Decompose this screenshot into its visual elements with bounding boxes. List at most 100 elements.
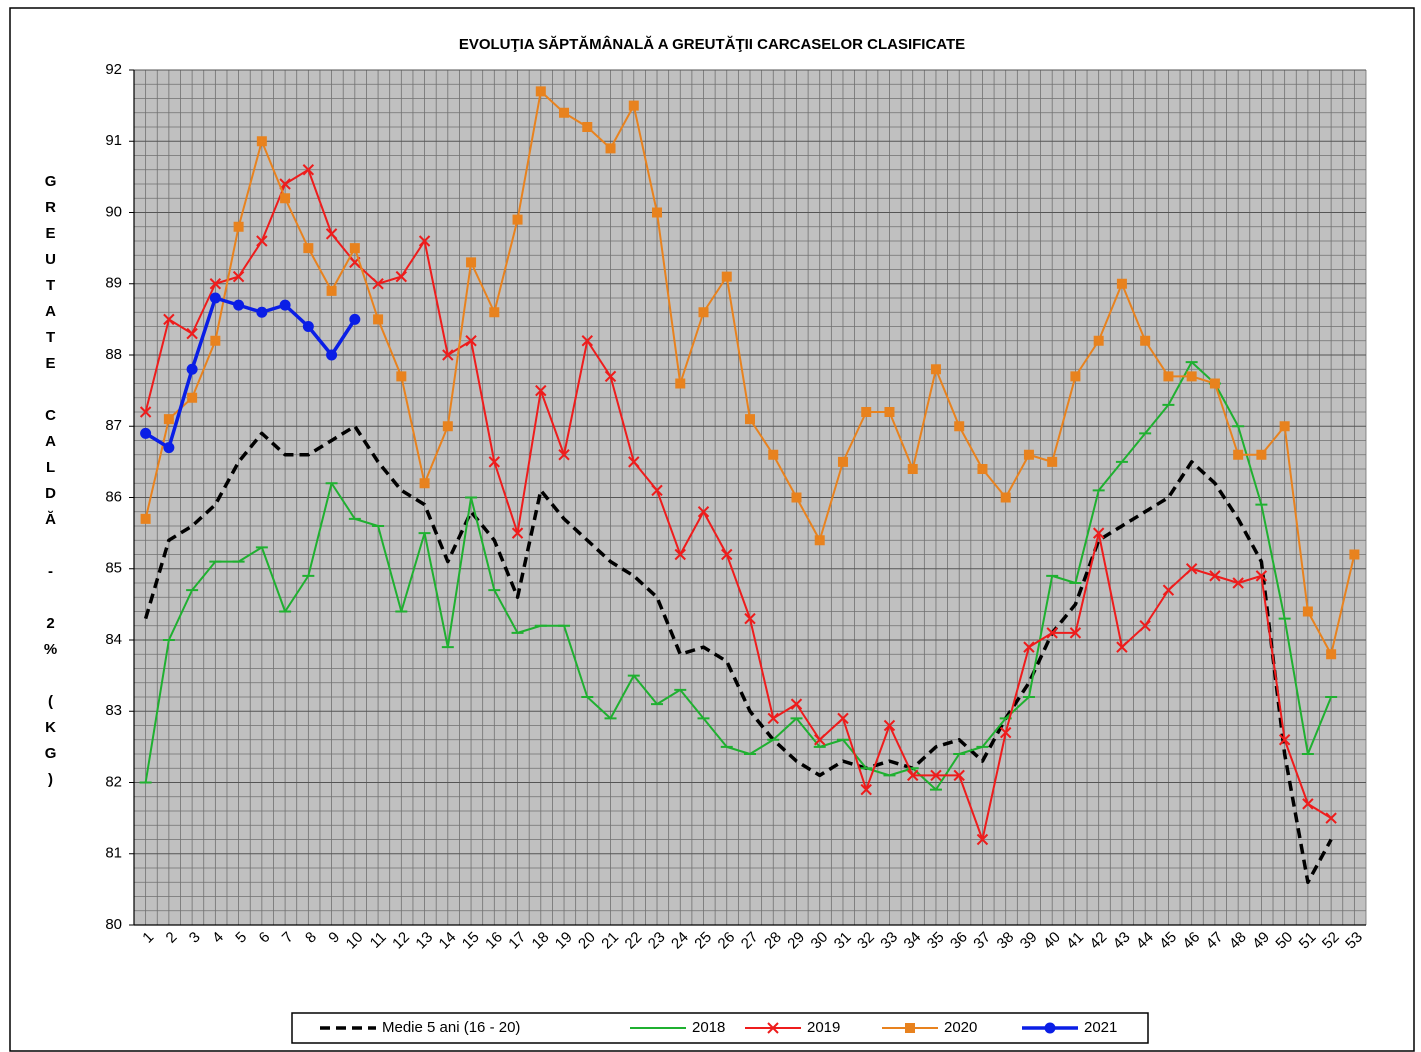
point: [1069, 627, 1082, 639]
point: [721, 271, 732, 282]
point: [1070, 371, 1081, 382]
point: [883, 719, 896, 732]
point: [303, 243, 314, 254]
y-tick-label: 87: [105, 417, 122, 434]
point: [767, 712, 779, 725]
point: [814, 734, 826, 746]
y-tick-label: 91: [105, 132, 122, 149]
y-tick-label: 83: [105, 702, 122, 719]
point: [628, 456, 640, 468]
point: [581, 335, 593, 347]
point: [418, 235, 431, 247]
point: [907, 769, 919, 782]
point: [465, 335, 477, 347]
point: [999, 726, 1012, 739]
point: [139, 406, 152, 418]
y-tick-label: 86: [105, 488, 122, 505]
point: [837, 456, 848, 467]
point: [768, 449, 779, 460]
point: [442, 349, 454, 361]
point: [535, 384, 547, 397]
point: [790, 698, 803, 710]
point: [209, 278, 222, 290]
point: [745, 414, 755, 425]
point: [652, 207, 663, 218]
point: [442, 421, 453, 432]
point: [1349, 549, 1360, 560]
point: [744, 612, 756, 625]
chart-title: EVOLUŢIA SĂPTĂMÂNALĂ A GREUTĂŢII CARCASE…: [459, 35, 965, 53]
point: [232, 270, 245, 283]
point: [651, 484, 663, 497]
point: [279, 299, 291, 311]
series-line: [143, 424, 1333, 884]
point: [396, 371, 407, 382]
series-line: [144, 361, 1333, 791]
point: [1209, 570, 1221, 582]
point: [605, 143, 616, 154]
y-tick-label: 88: [105, 346, 122, 363]
point: [1209, 378, 1220, 389]
point: [628, 100, 639, 111]
point: [558, 449, 570, 461]
y-tick-label: 81: [105, 845, 122, 862]
point: [1278, 734, 1291, 746]
y-tick-label: 82: [105, 773, 122, 790]
series-line: [144, 168, 1332, 841]
point: [140, 427, 152, 439]
point: [209, 292, 221, 304]
point: [976, 833, 989, 846]
legend-marker: [767, 1022, 779, 1034]
point: [511, 527, 524, 539]
point: [302, 164, 315, 176]
point: [279, 178, 291, 190]
point: [325, 228, 338, 240]
y-tick-label: 90: [105, 203, 122, 220]
point: [837, 712, 849, 725]
y-tick-label: 92: [105, 61, 122, 78]
point: [1163, 371, 1174, 382]
point: [233, 299, 245, 311]
point: [349, 313, 361, 325]
point: [1139, 620, 1151, 632]
point: [256, 136, 267, 147]
point: [1232, 577, 1244, 589]
point: [163, 414, 174, 425]
point: [860, 783, 872, 796]
point: [721, 548, 733, 561]
point: [186, 363, 198, 375]
point: [791, 492, 802, 503]
point: [698, 307, 709, 318]
point: [954, 421, 965, 432]
point: [419, 478, 430, 489]
legend-label: 2020: [944, 1019, 977, 1036]
point: [233, 221, 244, 232]
point: [930, 364, 941, 375]
point: [280, 193, 291, 204]
point: [256, 306, 268, 318]
point: [1325, 812, 1337, 824]
point: [163, 442, 175, 454]
point: [302, 321, 314, 332]
point: [1023, 449, 1034, 460]
point: [1000, 492, 1011, 503]
legend-label: 2019: [807, 1019, 840, 1036]
y-tick-label: 84: [105, 631, 122, 648]
point: [604, 370, 617, 383]
point: [488, 456, 501, 468]
legend-label: 2021: [1084, 1019, 1117, 1036]
series-line: [144, 296, 357, 450]
point: [1185, 563, 1198, 575]
legend-marker: [1044, 1022, 1056, 1034]
y-tick-label: 85: [105, 560, 122, 577]
point: [140, 513, 151, 524]
point: [210, 335, 221, 346]
point: [466, 257, 477, 268]
point: [395, 270, 408, 283]
point: [559, 107, 570, 118]
y-axis-label: GREUTATE CALDĂ - 2% (KG): [42, 173, 59, 797]
y-tick-label: 80: [105, 916, 122, 933]
point: [1047, 456, 1058, 467]
point: [1140, 335, 1151, 346]
